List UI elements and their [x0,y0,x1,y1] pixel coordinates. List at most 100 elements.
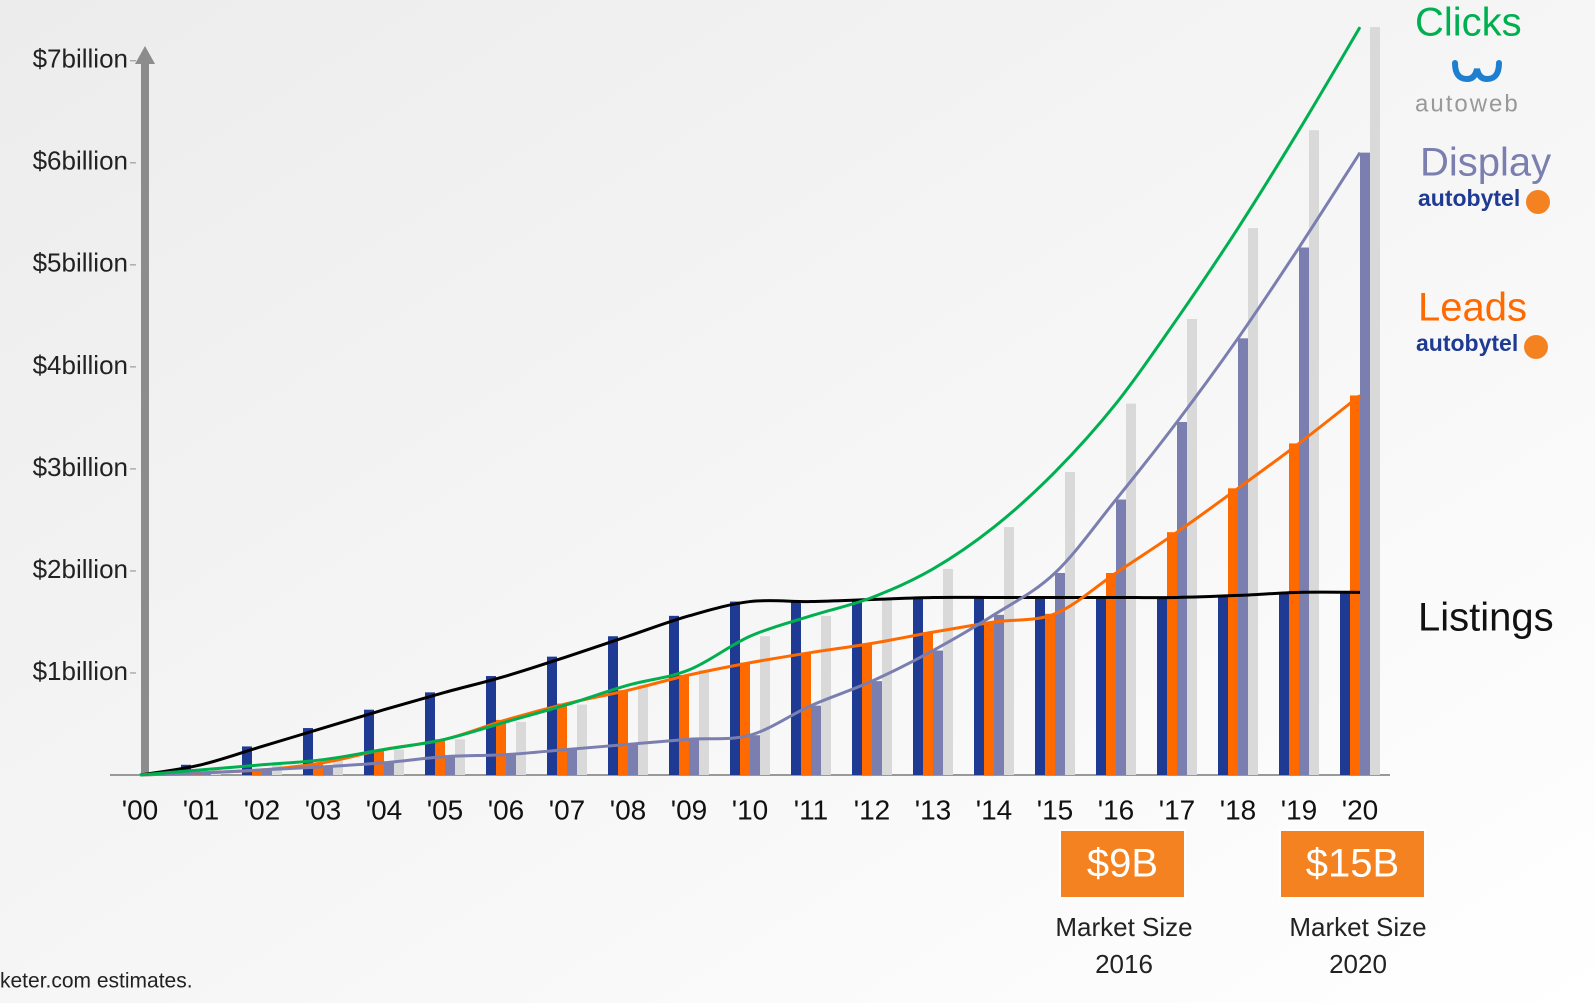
bar [1065,471,1075,775]
bar [1055,572,1065,775]
bar [1238,338,1248,775]
bar [1218,595,1228,775]
bar [689,739,699,775]
x-tick-label: '15 [1037,794,1074,825]
bar [1167,532,1177,775]
bar [567,749,577,775]
x-tick-label: '09 [671,794,708,825]
bar [1299,247,1309,775]
bar [1340,592,1350,775]
x-tick-label: '02 [244,794,281,825]
y-tick-label: $7billion [33,44,128,74]
bar [801,652,811,775]
annotation-box [1279,829,1426,899]
bar [1096,597,1106,775]
bar [913,597,923,775]
bar [1248,228,1258,775]
bar [1289,443,1299,775]
bar [811,705,821,775]
bar [862,643,872,775]
bar [262,769,272,775]
bar [547,656,557,775]
bar [1106,572,1116,775]
bar [496,719,506,775]
y-tick-label: $5billion [33,248,128,278]
bar [943,568,953,775]
bar [1309,130,1319,775]
y-axis-arrow [135,46,155,64]
bar [872,681,882,775]
bar [364,709,374,775]
bar [1228,488,1238,775]
trend-line [139,590,1361,777]
bar [608,636,618,775]
bar [760,636,770,775]
bar [1116,499,1126,775]
bar [1035,597,1045,775]
bar [323,766,333,775]
x-tick-label: '05 [427,794,464,825]
legend-brand: autobytel [1416,330,1518,356]
bar [730,601,740,775]
legend-brand: autobytel [1418,185,1520,211]
bar [699,669,709,775]
bar [1279,592,1289,775]
annotation-box [1059,829,1186,899]
x-tick-label: '01 [183,794,220,825]
bar [740,662,750,775]
bar [1350,395,1360,775]
bar [242,746,252,775]
bar [577,704,587,775]
x-tick-label: '11 [794,794,828,825]
x-tick-label: '16 [1098,794,1135,825]
bar [313,762,323,775]
bar [933,650,943,775]
x-tick-label: '19 [1281,794,1318,825]
brand-logo [1524,335,1548,359]
bar [1004,527,1014,775]
bar [445,756,455,775]
y-tick-label: $6billion [33,146,128,176]
y-axis [141,62,149,775]
bar [821,615,831,775]
trend-line [139,394,1361,777]
bar [628,744,638,775]
annotation-label: $15B [1306,842,1399,886]
bar [384,762,394,775]
x-tick-label: '07 [549,794,586,825]
y-tick-label: $3billion [33,452,128,482]
bar [1370,27,1380,775]
bar [1187,318,1197,775]
y-tick-label: $2billion [33,554,128,584]
bar [679,675,689,775]
legend-label: Listings [1418,596,1554,640]
x-tick-label: '20 [1342,794,1379,825]
x-tick-label: '03 [305,794,342,825]
x-tick-label: '17 [1159,794,1196,825]
footnote: keter.com estimates. [0,970,193,993]
x-tick-label: '13 [915,794,952,825]
x-tick-label: '10 [732,794,769,825]
trend-line [139,151,1362,777]
bar [557,703,567,775]
annotation-label: $9B [1087,842,1158,886]
x-tick-label: '04 [366,794,403,825]
bar [425,692,435,775]
bar [638,685,648,775]
bar [1126,403,1136,775]
bar [791,601,801,775]
bar [923,632,933,775]
bar [303,728,313,775]
bar [618,690,628,775]
legend-label: Display [1420,141,1551,185]
brand-logo [1526,190,1550,214]
bar [882,597,892,775]
legend-label: Leads [1418,286,1527,330]
bar [984,621,994,775]
x-tick-label: '08 [610,794,647,825]
y-tick-label: $4billion [33,350,128,380]
brand-logo [1452,60,1502,83]
y-tick-label: $1billion [33,656,128,686]
bar [252,769,262,775]
